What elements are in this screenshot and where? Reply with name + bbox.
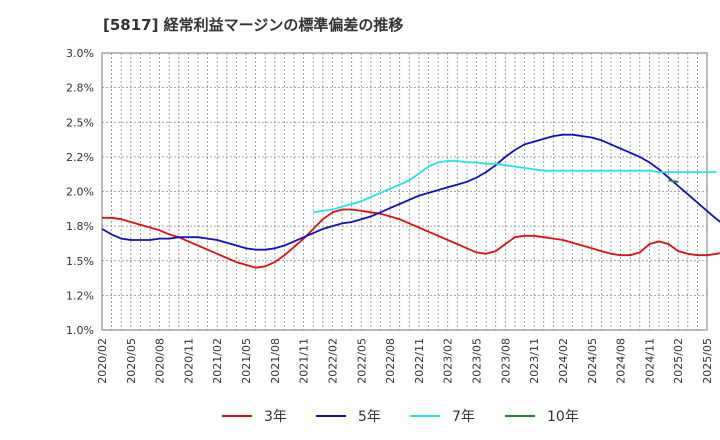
x-tick-label: 2024/02 [557,338,570,384]
series-line-10年 [668,179,679,183]
y-tick-label: 1.8% [66,220,94,233]
x-tick-label: 2022/02 [326,338,339,384]
legend-item: 3年 [222,402,287,430]
legend-swatch [222,415,252,417]
y-axis-ticks: 1.0% 1.2% 1.5% 1.8% 2.0% 2.2% 2.5% 2.8% 3.0% [66,47,94,337]
y-tick-label: 3.0% [66,47,94,60]
series-line-7年 [313,160,717,214]
x-tick-label: 2023/11 [528,338,541,384]
x-tick-label: 2024/05 [586,338,599,384]
x-tick-label: 2021/11 [298,338,311,384]
x-tick-label: 2024/08 [615,338,628,384]
x-tick-label: 2022/05 [355,338,368,384]
x-tick-label: 2020/08 [154,338,167,384]
chart-title: [5817] 経常利益マージンの標準偏差の推移 [103,16,404,34]
x-tick-label: 2021/08 [269,338,282,384]
x-tick-label: 2022/08 [384,338,397,384]
legend-label: 10年 [547,409,579,425]
legend-item: 7年 [410,402,475,430]
legend-swatch [316,415,346,417]
x-tick-label: 2025/05 [701,338,714,384]
x-tick-label: 2020/05 [125,338,138,384]
plot-area [101,52,708,331]
legend-label: 5年 [358,409,381,425]
x-tick-label: 2022/11 [413,338,426,384]
x-tick-label: 2020/11 [182,338,195,384]
legend-label: 3年 [264,409,287,425]
series-line-5年 [101,133,720,251]
x-tick-label: 2023/05 [471,338,484,384]
x-tick-label: 2023/08 [499,338,512,384]
x-tick-label: 2024/11 [643,338,656,384]
legend: 3年 5年 7年 10年 [0,402,720,430]
series-line-3年 [102,208,720,269]
x-axis-ticks: 2020/02 2020/05 2020/08 2020/11 2021/02 2021/… [96,338,714,384]
x-tick-label: 2021/02 [211,338,224,384]
y-tick-label: 1.0% [66,324,94,337]
legend-label: 7年 [452,409,475,425]
series-lines [101,133,720,269]
y-tick-label: 1.2% [66,289,94,302]
y-tick-label: 2.8% [66,82,94,95]
y-tick-label: 2.0% [66,186,94,199]
legend-item: 5年 [316,402,381,430]
x-tick-label: 2023/02 [442,338,455,384]
legend-item: 10年 [505,402,579,430]
y-tick-label: 2.2% [66,151,94,164]
x-tick-label: 2025/02 [672,338,685,384]
grid [102,52,707,331]
y-tick-label: 1.5% [66,255,94,268]
y-tick-label: 2.5% [66,116,94,129]
legend-swatch [505,415,535,417]
legend-swatch [410,415,440,417]
x-tick-label: 2020/02 [96,338,109,384]
x-tick-label: 2021/05 [240,338,253,384]
